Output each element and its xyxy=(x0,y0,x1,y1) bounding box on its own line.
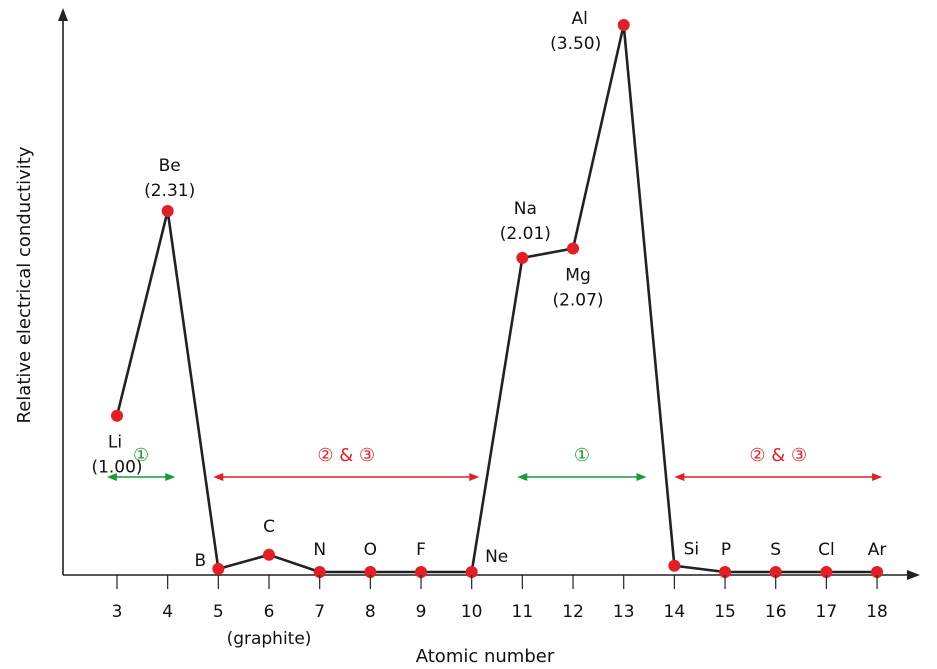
range-label-1: ② & ③ xyxy=(317,445,375,466)
annotation-label: (graphite) xyxy=(227,629,312,649)
range-arrowhead-right xyxy=(469,473,480,481)
point-label-c: C xyxy=(263,517,275,537)
point-label-be: Be xyxy=(159,156,181,176)
x-tick-label: 14 xyxy=(664,602,686,622)
data-point-mg xyxy=(567,242,580,255)
data-point-s xyxy=(769,566,782,578)
data-point-be xyxy=(161,204,174,217)
x-tick-label: 18 xyxy=(866,602,888,622)
point-value-be: (2.31) xyxy=(144,181,195,201)
range-arrowhead-right xyxy=(165,473,176,481)
data-point-n xyxy=(313,566,326,578)
x-tick-label: 15 xyxy=(714,602,736,622)
range-label-2: ① xyxy=(574,445,590,466)
x-tick-label: 9 xyxy=(416,602,427,622)
x-tick-label: 4 xyxy=(162,602,173,622)
data-point-li xyxy=(111,409,123,422)
x-tick-label: 16 xyxy=(765,602,787,622)
point-label-ar: Ar xyxy=(868,540,887,560)
x-tick-label: 5 xyxy=(213,602,224,622)
point-value-na: (2.01) xyxy=(500,224,551,244)
data-point-si xyxy=(668,559,681,572)
point-label-na: Na xyxy=(514,199,537,219)
data-point-ne xyxy=(465,566,478,578)
point-label-s: S xyxy=(770,540,781,560)
point-label-cl: Cl xyxy=(818,540,835,560)
x-tick-label: 6 xyxy=(264,602,275,622)
y-axis-title: Relative electrical conductivity xyxy=(14,146,35,423)
data-point-na xyxy=(516,251,529,264)
x-tick-label: 12 xyxy=(562,602,584,622)
range-arrowhead-left xyxy=(106,473,117,481)
point-label-n: N xyxy=(313,540,326,560)
x-axis-title: Atomic number xyxy=(416,646,555,667)
x-tick-label: 17 xyxy=(816,602,838,622)
x-tick-label: 3 xyxy=(112,602,123,622)
y-axis-arrow xyxy=(58,8,68,21)
point-label-b: B xyxy=(195,551,207,571)
point-label-ne: Ne xyxy=(485,547,508,567)
point-label-o: O xyxy=(364,540,377,560)
series-line-path xyxy=(115,23,878,574)
data-point-o xyxy=(364,566,377,578)
data-point-b xyxy=(212,562,225,575)
range-arrowhead-right xyxy=(636,473,647,481)
point-label-li: Li xyxy=(108,433,122,453)
series-line xyxy=(115,23,878,574)
x-ticks: 3 4 5 6 7 8 9 10 11 12 13 14 15 16 17 18 (graphite) xyxy=(112,575,888,649)
point-value-al: (3.50) xyxy=(550,34,601,54)
range-arrowhead-left xyxy=(674,473,685,481)
x-tick-label: 13 xyxy=(613,602,635,622)
data-point-c xyxy=(263,548,276,561)
data-point-al xyxy=(617,19,630,31)
x-tick-label: 8 xyxy=(365,602,376,622)
point-value-mg: (2.07) xyxy=(552,290,603,310)
data-point-f xyxy=(415,566,428,578)
x-axis-arrow xyxy=(907,570,920,580)
axes xyxy=(58,8,920,580)
range-label-0: ① xyxy=(133,445,149,466)
range-annotations: ① ② & ③ ① ② & ③ xyxy=(106,445,883,481)
data-point-cl xyxy=(820,566,833,578)
x-tick-label: 11 xyxy=(512,602,534,622)
point-value-li: (1.00) xyxy=(91,458,142,478)
point-label-si: Si xyxy=(684,540,700,560)
data-point-p xyxy=(719,566,732,578)
point-label-p: P xyxy=(721,540,731,560)
point-label-mg: Mg xyxy=(565,265,590,285)
x-tick-label: 10 xyxy=(461,602,483,622)
data-points xyxy=(111,19,884,578)
x-tick-label: 7 xyxy=(314,602,325,622)
range-label-3: ② & ③ xyxy=(749,445,807,466)
point-labels: Li (1.00) Be (2.31) B C N O F Ne Na (2.01) Mg (2.07) A… xyxy=(91,9,886,571)
point-label-f: F xyxy=(416,540,426,560)
point-label-al: Al xyxy=(572,9,588,29)
range-arrowhead-left xyxy=(517,473,528,481)
range-arrowhead-right xyxy=(872,473,883,481)
data-point-ar xyxy=(871,566,884,578)
range-arrowhead-left xyxy=(213,473,224,481)
